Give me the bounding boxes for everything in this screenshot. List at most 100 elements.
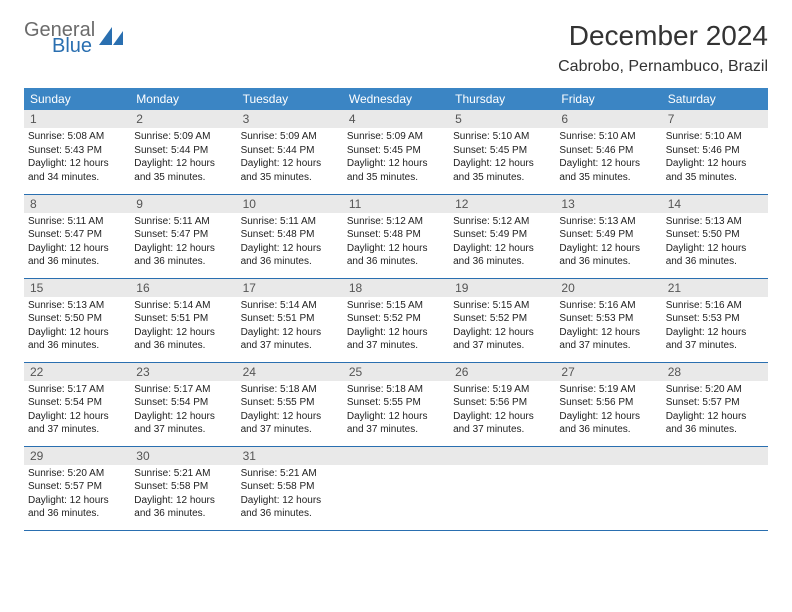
calendar-cell: 24Sunrise: 5:18 AMSunset: 5:55 PMDayligh…	[237, 362, 343, 446]
day-detail: Sunrise: 5:10 AMSunset: 5:46 PMDaylight:…	[662, 128, 768, 188]
weekday-header: Tuesday	[237, 88, 343, 110]
calendar-cell	[343, 446, 449, 530]
logo: General Blue	[24, 20, 125, 56]
day-number: 18	[343, 279, 449, 297]
day-number: 19	[449, 279, 555, 297]
logo-sail-icon	[99, 25, 125, 52]
calendar-cell: 13Sunrise: 5:13 AMSunset: 5:49 PMDayligh…	[555, 194, 661, 278]
day-number	[555, 447, 661, 465]
calendar-cell: 31Sunrise: 5:21 AMSunset: 5:58 PMDayligh…	[237, 446, 343, 530]
calendar-cell: 14Sunrise: 5:13 AMSunset: 5:50 PMDayligh…	[662, 194, 768, 278]
weekday-header: Saturday	[662, 88, 768, 110]
calendar-cell	[555, 446, 661, 530]
calendar-cell	[449, 446, 555, 530]
day-number: 27	[555, 363, 661, 381]
calendar-cell: 28Sunrise: 5:20 AMSunset: 5:57 PMDayligh…	[662, 362, 768, 446]
day-detail: Sunrise: 5:13 AMSunset: 5:50 PMDaylight:…	[24, 297, 130, 357]
day-number: 6	[555, 110, 661, 128]
calendar-cell: 10Sunrise: 5:11 AMSunset: 5:48 PMDayligh…	[237, 194, 343, 278]
day-number: 15	[24, 279, 130, 297]
day-number: 10	[237, 195, 343, 213]
calendar-cell: 16Sunrise: 5:14 AMSunset: 5:51 PMDayligh…	[130, 278, 236, 362]
calendar-row: 29Sunrise: 5:20 AMSunset: 5:57 PMDayligh…	[24, 446, 768, 530]
calendar-cell: 27Sunrise: 5:19 AMSunset: 5:56 PMDayligh…	[555, 362, 661, 446]
day-detail: Sunrise: 5:09 AMSunset: 5:44 PMDaylight:…	[130, 128, 236, 188]
day-number: 26	[449, 363, 555, 381]
day-detail: Sunrise: 5:11 AMSunset: 5:47 PMDaylight:…	[24, 213, 130, 273]
day-detail: Sunrise: 5:13 AMSunset: 5:50 PMDaylight:…	[662, 213, 768, 273]
calendar-cell: 18Sunrise: 5:15 AMSunset: 5:52 PMDayligh…	[343, 278, 449, 362]
day-number: 1	[24, 110, 130, 128]
month-title: December 2024	[558, 20, 768, 52]
header: General Blue December 2024 Cabrobo, Pern…	[24, 20, 768, 76]
calendar-cell: 21Sunrise: 5:16 AMSunset: 5:53 PMDayligh…	[662, 278, 768, 362]
day-number: 25	[343, 363, 449, 381]
calendar-cell: 2Sunrise: 5:09 AMSunset: 5:44 PMDaylight…	[130, 110, 236, 194]
day-number: 24	[237, 363, 343, 381]
day-detail: Sunrise: 5:09 AMSunset: 5:44 PMDaylight:…	[237, 128, 343, 188]
calendar-body: 1Sunrise: 5:08 AMSunset: 5:43 PMDaylight…	[24, 110, 768, 530]
weekday-header: Monday	[130, 88, 236, 110]
calendar-cell: 9Sunrise: 5:11 AMSunset: 5:47 PMDaylight…	[130, 194, 236, 278]
calendar-cell: 22Sunrise: 5:17 AMSunset: 5:54 PMDayligh…	[24, 362, 130, 446]
day-detail: Sunrise: 5:19 AMSunset: 5:56 PMDaylight:…	[555, 381, 661, 441]
day-detail: Sunrise: 5:21 AMSunset: 5:58 PMDaylight:…	[237, 465, 343, 525]
day-detail: Sunrise: 5:11 AMSunset: 5:47 PMDaylight:…	[130, 213, 236, 273]
day-detail: Sunrise: 5:10 AMSunset: 5:45 PMDaylight:…	[449, 128, 555, 188]
day-number: 12	[449, 195, 555, 213]
day-number: 21	[662, 279, 768, 297]
calendar-cell: 15Sunrise: 5:13 AMSunset: 5:50 PMDayligh…	[24, 278, 130, 362]
day-number: 22	[24, 363, 130, 381]
day-number: 9	[130, 195, 236, 213]
calendar-cell: 7Sunrise: 5:10 AMSunset: 5:46 PMDaylight…	[662, 110, 768, 194]
calendar-cell: 17Sunrise: 5:14 AMSunset: 5:51 PMDayligh…	[237, 278, 343, 362]
day-detail: Sunrise: 5:15 AMSunset: 5:52 PMDaylight:…	[343, 297, 449, 357]
day-detail: Sunrise: 5:16 AMSunset: 5:53 PMDaylight:…	[555, 297, 661, 357]
calendar-cell: 3Sunrise: 5:09 AMSunset: 5:44 PMDaylight…	[237, 110, 343, 194]
day-number: 3	[237, 110, 343, 128]
day-number: 5	[449, 110, 555, 128]
location: Cabrobo, Pernambuco, Brazil	[558, 58, 768, 76]
calendar-header-row: SundayMondayTuesdayWednesdayThursdayFrid…	[24, 88, 768, 110]
day-number	[343, 447, 449, 465]
day-detail: Sunrise: 5:18 AMSunset: 5:55 PMDaylight:…	[343, 381, 449, 441]
day-detail: Sunrise: 5:17 AMSunset: 5:54 PMDaylight:…	[130, 381, 236, 441]
day-detail: Sunrise: 5:11 AMSunset: 5:48 PMDaylight:…	[237, 213, 343, 273]
day-number: 16	[130, 279, 236, 297]
day-detail: Sunrise: 5:18 AMSunset: 5:55 PMDaylight:…	[237, 381, 343, 441]
day-number: 30	[130, 447, 236, 465]
day-detail: Sunrise: 5:15 AMSunset: 5:52 PMDaylight:…	[449, 297, 555, 357]
weekday-header: Wednesday	[343, 88, 449, 110]
calendar-row: 22Sunrise: 5:17 AMSunset: 5:54 PMDayligh…	[24, 362, 768, 446]
calendar-cell: 29Sunrise: 5:20 AMSunset: 5:57 PMDayligh…	[24, 446, 130, 530]
calendar-cell: 1Sunrise: 5:08 AMSunset: 5:43 PMDaylight…	[24, 110, 130, 194]
day-detail: Sunrise: 5:16 AMSunset: 5:53 PMDaylight:…	[662, 297, 768, 357]
day-detail: Sunrise: 5:20 AMSunset: 5:57 PMDaylight:…	[662, 381, 768, 441]
day-detail: Sunrise: 5:21 AMSunset: 5:58 PMDaylight:…	[130, 465, 236, 525]
day-number: 2	[130, 110, 236, 128]
day-number: 28	[662, 363, 768, 381]
day-detail: Sunrise: 5:10 AMSunset: 5:46 PMDaylight:…	[555, 128, 661, 188]
title-block: December 2024 Cabrobo, Pernambuco, Brazi…	[558, 20, 768, 76]
weekday-header: Friday	[555, 88, 661, 110]
calendar-cell: 8Sunrise: 5:11 AMSunset: 5:47 PMDaylight…	[24, 194, 130, 278]
day-detail: Sunrise: 5:08 AMSunset: 5:43 PMDaylight:…	[24, 128, 130, 188]
day-detail: Sunrise: 5:14 AMSunset: 5:51 PMDaylight:…	[237, 297, 343, 357]
day-detail: Sunrise: 5:19 AMSunset: 5:56 PMDaylight:…	[449, 381, 555, 441]
calendar-cell: 20Sunrise: 5:16 AMSunset: 5:53 PMDayligh…	[555, 278, 661, 362]
calendar-cell: 23Sunrise: 5:17 AMSunset: 5:54 PMDayligh…	[130, 362, 236, 446]
logo-text: General Blue	[24, 20, 95, 56]
day-number: 20	[555, 279, 661, 297]
day-detail: Sunrise: 5:13 AMSunset: 5:49 PMDaylight:…	[555, 213, 661, 273]
day-number: 8	[24, 195, 130, 213]
calendar-row: 15Sunrise: 5:13 AMSunset: 5:50 PMDayligh…	[24, 278, 768, 362]
calendar-cell: 26Sunrise: 5:19 AMSunset: 5:56 PMDayligh…	[449, 362, 555, 446]
calendar-row: 8Sunrise: 5:11 AMSunset: 5:47 PMDaylight…	[24, 194, 768, 278]
calendar-table: SundayMondayTuesdayWednesdayThursdayFrid…	[24, 88, 768, 531]
day-number: 17	[237, 279, 343, 297]
calendar-row: 1Sunrise: 5:08 AMSunset: 5:43 PMDaylight…	[24, 110, 768, 194]
calendar-cell: 30Sunrise: 5:21 AMSunset: 5:58 PMDayligh…	[130, 446, 236, 530]
day-number: 23	[130, 363, 236, 381]
calendar-cell	[662, 446, 768, 530]
day-detail: Sunrise: 5:14 AMSunset: 5:51 PMDaylight:…	[130, 297, 236, 357]
